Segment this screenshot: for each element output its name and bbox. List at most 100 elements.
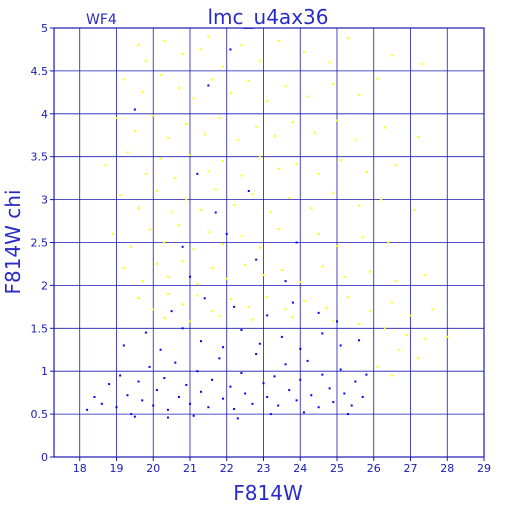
y-tick-label: 4: [41, 108, 48, 121]
data-point: [225, 232, 228, 235]
data-point: [222, 243, 225, 246]
data-point: [218, 315, 221, 318]
data-point: [166, 292, 169, 295]
data-point: [335, 320, 338, 323]
data-point: [277, 404, 280, 407]
data-point: [141, 280, 144, 283]
data-point: [229, 298, 232, 301]
data-point: [144, 59, 147, 62]
data-point: [416, 135, 419, 138]
data-point: [225, 277, 228, 280]
y-tick-label: 2: [41, 279, 48, 292]
data-point: [181, 260, 184, 263]
data-point: [306, 95, 309, 98]
x-tick-label: 29: [477, 462, 491, 475]
series-group: [86, 48, 368, 420]
data-point: [159, 348, 162, 351]
data-point: [141, 91, 144, 94]
data-point: [192, 414, 195, 417]
data-point: [266, 296, 269, 299]
data-point: [361, 236, 364, 239]
data-point: [291, 316, 294, 319]
y-tick-label: 2.5: [31, 237, 49, 250]
data-point: [207, 84, 210, 87]
data-point: [240, 174, 243, 177]
data-point: [306, 359, 309, 362]
data-point: [339, 344, 342, 347]
tick-marks: [50, 27, 485, 461]
data-point: [233, 407, 236, 410]
data-point: [233, 203, 236, 206]
data-point: [218, 117, 221, 120]
data-point: [335, 244, 338, 247]
data-point: [126, 151, 129, 154]
data-point: [111, 232, 114, 235]
y-tick-label: 0.5: [31, 408, 49, 421]
data-point: [155, 190, 158, 193]
x-axis-label: F814W: [233, 481, 303, 505]
data-point: [185, 198, 188, 201]
data-point: [163, 377, 166, 380]
data-point: [159, 74, 162, 77]
data-point: [420, 63, 423, 66]
data-point: [240, 44, 243, 47]
data-point: [258, 155, 261, 158]
data-point: [358, 339, 361, 342]
data-point: [284, 85, 287, 88]
data-point: [148, 228, 151, 231]
y-tick-label: 3.5: [31, 151, 49, 164]
data-point: [358, 204, 361, 207]
data-point: [200, 208, 203, 211]
data-point: [86, 408, 89, 411]
data-point: [155, 262, 158, 265]
data-point: [266, 395, 269, 398]
data-point: [159, 157, 162, 160]
data-point: [144, 172, 147, 175]
data-point: [358, 93, 361, 96]
data-point: [339, 368, 342, 371]
data-point: [93, 395, 96, 398]
data-point: [130, 245, 133, 248]
data-point: [122, 78, 125, 81]
data-point: [200, 390, 203, 393]
x-tick-label: 27: [403, 462, 417, 475]
data-point: [196, 282, 199, 285]
data-point: [277, 167, 280, 170]
data-point: [328, 61, 331, 64]
data-point: [446, 335, 449, 338]
data-point: [247, 190, 250, 193]
data-point: [295, 241, 298, 244]
data-point: [262, 382, 265, 385]
x-tick-label: 23: [256, 462, 270, 475]
data-point: [394, 164, 397, 167]
data-point: [133, 415, 136, 418]
data-point: [332, 191, 335, 194]
data-point: [188, 402, 191, 405]
data-point: [321, 373, 324, 376]
data-point: [240, 329, 243, 332]
data-point: [130, 413, 133, 416]
data-point: [207, 170, 210, 173]
data-point: [207, 35, 210, 38]
panel-label: WF4: [86, 12, 117, 28]
x-tick-label: 21: [183, 462, 197, 475]
data-point: [203, 297, 206, 300]
x-tick-label: 24: [293, 462, 307, 475]
data-point: [317, 172, 320, 175]
data-point: [424, 337, 427, 340]
data-point: [251, 193, 254, 196]
data-point: [332, 401, 335, 404]
data-point: [185, 123, 188, 126]
data-point: [365, 171, 368, 174]
series-group: [104, 35, 449, 377]
data-point: [174, 177, 177, 180]
data-point: [332, 82, 335, 85]
data-point: [369, 310, 372, 313]
y-tick-label: 5: [41, 22, 48, 35]
data-point: [200, 340, 203, 343]
data-point: [409, 314, 412, 317]
data-point: [335, 119, 338, 122]
x-tick-label: 20: [146, 462, 160, 475]
data-point: [317, 311, 320, 314]
